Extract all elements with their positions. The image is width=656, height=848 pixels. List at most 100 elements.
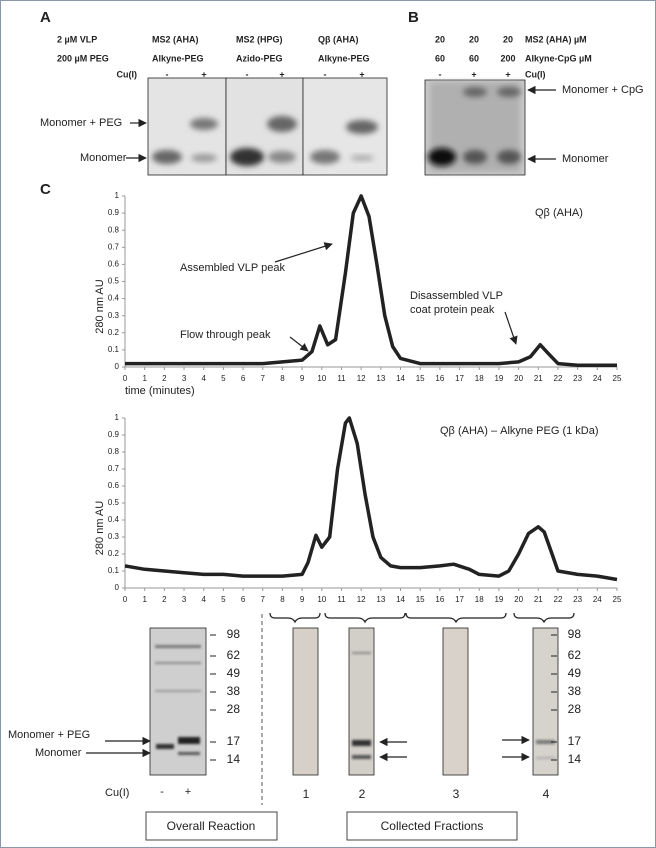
mw-marker: 28 xyxy=(227,702,241,716)
x-tick-label: 19 xyxy=(494,595,503,604)
mw-marker: 14 xyxy=(227,752,241,766)
y-tick-label: 0.2 xyxy=(108,328,120,337)
band-label: Monomer + PEG xyxy=(8,729,90,741)
annotation: Flow through peak xyxy=(180,329,271,341)
x-tick-label: 11 xyxy=(337,374,346,383)
fraction-brace xyxy=(405,612,507,624)
column-header: Alkyne-PEG xyxy=(152,53,204,63)
x-tick-label: 24 xyxy=(593,374,602,383)
panel-label: C xyxy=(40,181,51,198)
chromatograms: 00.10.20.30.40.50.60.70.80.910 1 2 3 4 5 6 7 8 9 1… xyxy=(94,191,622,604)
column-header: Alkyne-PEG xyxy=(318,53,370,63)
x-tick-label: 25 xyxy=(613,595,622,604)
cu-sign: - xyxy=(160,786,164,798)
mw-marker: 62 xyxy=(568,648,582,662)
arrow xyxy=(289,336,309,352)
mw-marker: 38 xyxy=(568,684,582,698)
caption: Collected Fractions xyxy=(381,819,484,833)
cu-label: Cu(I) xyxy=(117,69,138,79)
b-value: 60 xyxy=(435,53,445,63)
x-tick-label: 24 xyxy=(593,595,602,604)
y-tick-label: 0.7 xyxy=(108,464,120,473)
y-tick-label: 0.5 xyxy=(108,498,120,507)
x-tick-label: 25 xyxy=(613,374,622,383)
y-tick-label: 1 xyxy=(115,191,120,200)
y-tick-label: 0.7 xyxy=(108,242,120,251)
mw-marker: 28 xyxy=(568,702,582,716)
gel-image xyxy=(292,627,319,776)
x-tick-label: 7 xyxy=(261,595,266,604)
x-tick-label: 5 xyxy=(221,374,226,383)
x-tick-label: 2 xyxy=(162,595,167,604)
annotation: Assembled VLP peak xyxy=(180,262,285,274)
mw-marker: 17 xyxy=(568,734,582,748)
fraction-brace xyxy=(269,612,321,624)
fraction-number: 1 xyxy=(303,787,310,801)
y-tick-label: 0 xyxy=(115,583,120,592)
b-row-label: MS2 (AHA) µM xyxy=(525,34,587,44)
fraction-brace xyxy=(324,612,406,624)
b-value: 20 xyxy=(435,34,445,44)
b-value: 200 xyxy=(500,53,515,63)
column-header: Azido-PEG xyxy=(236,53,283,63)
cu-sign: + xyxy=(279,69,284,79)
x-tick-label: 16 xyxy=(435,374,444,383)
mw-marker: 98 xyxy=(568,627,582,641)
x-tick-label: 3 xyxy=(182,595,187,604)
column-header: Qβ (AHA) xyxy=(318,34,359,44)
x-tick-label: 1 xyxy=(142,595,147,604)
b-value: 20 xyxy=(469,34,479,44)
x-tick-label: 6 xyxy=(241,595,246,604)
x-tick-label: 1 xyxy=(142,374,147,383)
gel-image xyxy=(442,627,469,776)
x-tick-label: 9 xyxy=(300,595,305,604)
mw-marker: 98 xyxy=(227,627,241,641)
b-value: 20 xyxy=(503,34,513,44)
mw-marker: 38 xyxy=(227,684,241,698)
x-tick-label: 14 xyxy=(396,595,405,604)
x-tick-label: 15 xyxy=(416,595,425,604)
x-tick-label: 22 xyxy=(554,374,563,383)
b-value: + xyxy=(471,69,476,79)
band-label: Monomer xyxy=(80,152,127,164)
row-label: 2 µM VLP xyxy=(57,34,97,44)
x-tick-label: 17 xyxy=(455,595,464,604)
x-tick-label: 12 xyxy=(357,595,366,604)
cu-sign: - xyxy=(246,69,249,79)
x-tick-label: 4 xyxy=(201,595,206,604)
x-tick-label: 20 xyxy=(514,374,523,383)
x-tick-label: 9 xyxy=(300,374,305,383)
mw-marker: 49 xyxy=(568,666,582,680)
y-tick-label: 0.9 xyxy=(108,208,120,217)
x-tick-label: 19 xyxy=(494,374,503,383)
annotation: coat protein peak xyxy=(410,304,495,316)
band-label: Monomer + PEG xyxy=(40,117,122,129)
sds-gels: Monomer + PEG Monomer Cu(I) - + 1 2 3 4 … xyxy=(8,612,582,841)
b-row-label: Cu(I) xyxy=(525,69,546,79)
x-tick-label: 5 xyxy=(221,595,226,604)
chart-title: Qβ (AHA) – Alkyne PEG (1 kDa) xyxy=(440,425,599,437)
x-tick-label: 0 xyxy=(123,595,128,604)
y-tick-label: 0.9 xyxy=(108,430,120,439)
caption: Overall Reaction xyxy=(167,819,256,833)
cu-sign: + xyxy=(201,69,206,79)
x-tick-label: 0 xyxy=(123,374,128,383)
panel-label: A xyxy=(40,9,51,26)
x-tick-label: 7 xyxy=(261,374,266,383)
b-value: 60 xyxy=(469,53,479,63)
gel-bands xyxy=(536,740,555,759)
y-tick-label: 0.1 xyxy=(108,566,120,575)
x-tick-label: 11 xyxy=(337,595,346,604)
gel-image xyxy=(147,77,388,176)
mw-marker: 49 xyxy=(227,666,241,680)
b-value: + xyxy=(505,69,510,79)
chart-title: Qβ (AHA) xyxy=(535,207,583,219)
x-tick-label: 10 xyxy=(317,595,326,604)
column-header: MS2 (AHA) xyxy=(152,34,199,44)
x-tick-label: 21 xyxy=(534,595,543,604)
mw-marker: 14 xyxy=(568,752,582,766)
x-tick-label: 8 xyxy=(280,374,285,383)
x-tick-label: 23 xyxy=(573,374,582,383)
y-tick-label: 0.4 xyxy=(108,515,120,524)
